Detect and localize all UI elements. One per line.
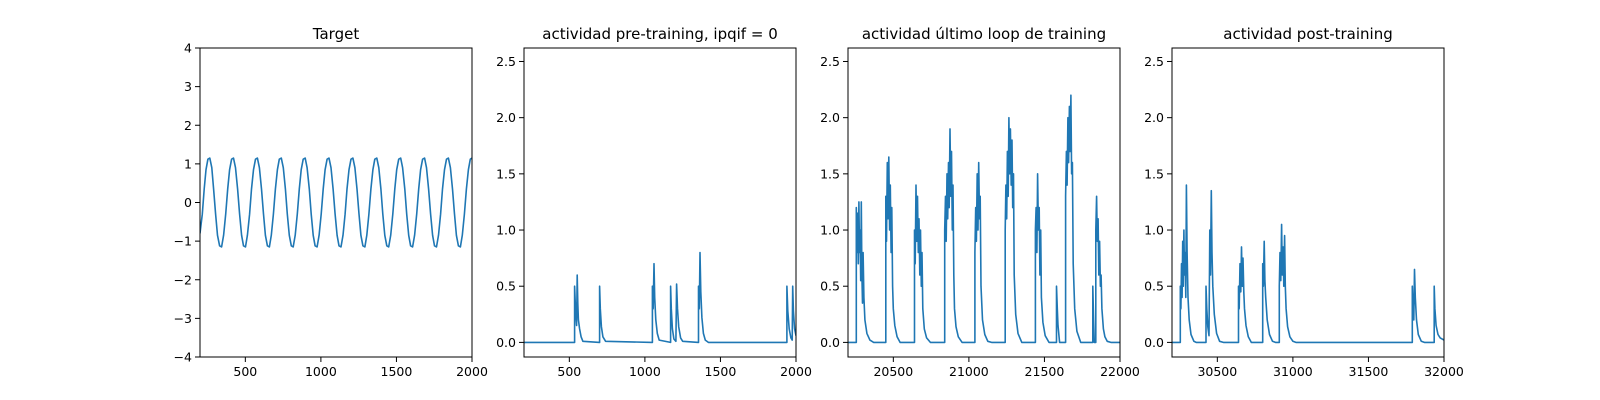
- chart-panel-3: actividad último loop de training 20500 21…: [820, 25, 1140, 379]
- y-tick-label: 1.5: [1144, 166, 1164, 181]
- series-line: [1172, 184, 1444, 344]
- y-tick-label: −1: [174, 234, 192, 249]
- chart-title: actividad post-training: [1223, 25, 1392, 43]
- y-tick-label: 1.5: [496, 166, 516, 181]
- x-tick-label: 1500: [381, 364, 413, 379]
- axes-frame: [847, 47, 1121, 358]
- x-tick-label: 2000: [780, 364, 812, 379]
- x-tick-label: 30500: [1197, 364, 1237, 379]
- y-tick-label: 0.0: [820, 335, 840, 350]
- chart-title: Target: [312, 25, 360, 43]
- y-tick-label: 2: [184, 118, 192, 133]
- x-tick-label: 1000: [629, 364, 661, 379]
- y-tick-label: 2.0: [820, 110, 840, 125]
- y-tick-label: 0.5: [820, 279, 840, 294]
- x-tick-label: 1500: [705, 364, 737, 379]
- y-tick-label: 1.5: [820, 166, 840, 181]
- series-line: [848, 94, 1120, 344]
- y-tick-label: −4: [174, 350, 192, 365]
- series-line: [524, 251, 796, 344]
- chart-panel-4: actividad post-training 30500 31000 31500 32…: [1144, 25, 1464, 379]
- x-tick-label: 500: [557, 364, 581, 379]
- x-tick-label: 1000: [305, 364, 337, 379]
- y-tick-label: 2.5: [820, 54, 840, 69]
- chart-panel-1: Target 500 1000 1500 2000 −4 −3 −2 −1 0 1 2 3 4: [174, 25, 488, 379]
- chart-title: actividad pre-training, ipqif = 0: [542, 25, 778, 43]
- axes-frame: [1171, 47, 1445, 358]
- y-tick-label: 0.0: [496, 335, 516, 350]
- y-tick-label: 2.0: [496, 110, 516, 125]
- x-tick-label: 22000: [1100, 364, 1140, 379]
- x-tick-label: 21000: [949, 364, 989, 379]
- axes-frame: [199, 47, 473, 358]
- chart-panel-2: actividad pre-training, ipqif = 0 500 1000…: [496, 25, 812, 379]
- y-tick-label: 1.0: [820, 223, 840, 238]
- y-tick-label: 1: [184, 156, 192, 171]
- x-tick-label: 32000: [1424, 364, 1464, 379]
- y-tick-label: 0: [184, 195, 192, 210]
- y-tick-label: 2.0: [1144, 110, 1164, 125]
- y-tick-label: 3: [184, 79, 192, 94]
- y-tick-label: −3: [174, 311, 192, 326]
- chart-title: actividad último loop de training: [862, 25, 1106, 43]
- y-tick-label: −2: [174, 272, 192, 287]
- x-tick-label: 20500: [873, 364, 913, 379]
- y-tick-label: 1.0: [496, 223, 516, 238]
- y-tick-label: 4: [184, 41, 192, 56]
- y-tick-label: 0.5: [496, 279, 516, 294]
- series-line: [200, 157, 472, 248]
- x-tick-label: 31500: [1349, 364, 1389, 379]
- x-tick-label: 21500: [1025, 364, 1065, 379]
- axes-frame: [523, 47, 797, 358]
- y-tick-label: 1.0: [1144, 223, 1164, 238]
- y-tick-label: 2.5: [1144, 54, 1164, 69]
- y-tick-label: 2.5: [496, 54, 516, 69]
- x-tick-label: 500: [233, 364, 257, 379]
- y-tick-label: 0.5: [1144, 279, 1164, 294]
- x-tick-label: 31000: [1273, 364, 1313, 379]
- y-tick-label: 0.0: [1144, 335, 1164, 350]
- x-tick-label: 2000: [456, 364, 488, 379]
